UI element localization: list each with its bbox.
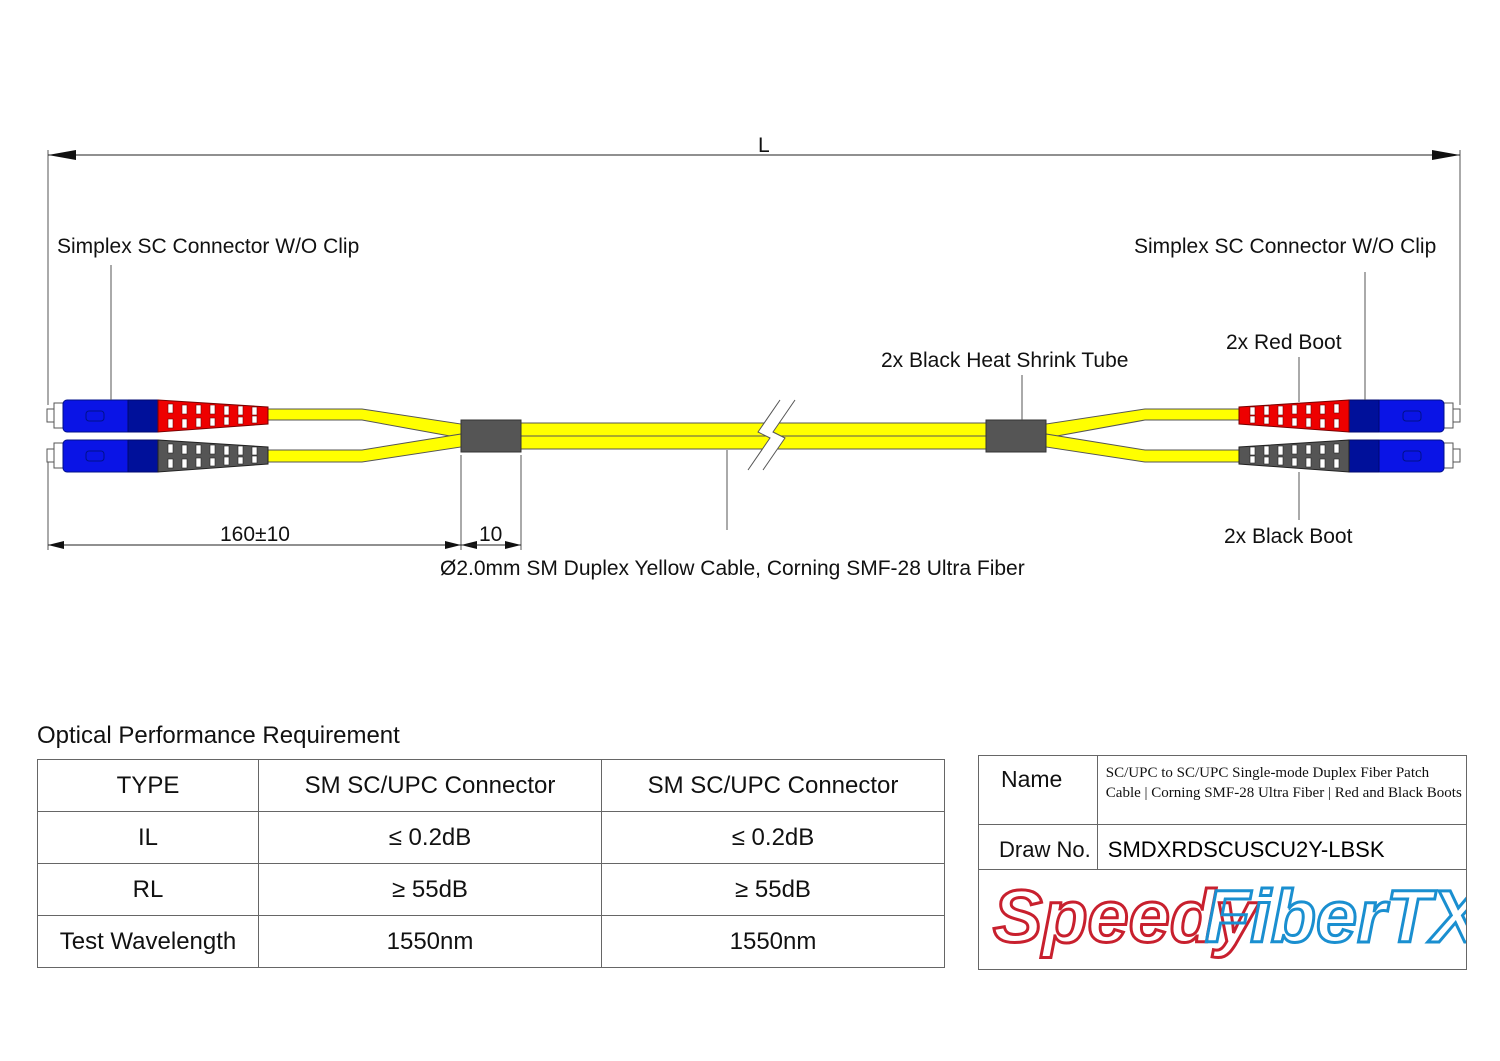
table-cell: ≥ 55dB [601, 863, 945, 916]
table-row: RL ≥ 55dB ≥ 55dB [37, 863, 945, 916]
logo-text-speedy: Speedy [993, 875, 1260, 958]
break-mark [748, 400, 795, 470]
table-cell: IL [37, 811, 259, 864]
table-cell: 1550nm [601, 915, 945, 968]
header-cell: TYPE [37, 759, 259, 812]
length-label: L [758, 134, 770, 157]
main-cable [520, 399, 987, 471]
breakout-dim-label: 160±10 [220, 523, 290, 546]
table-row: Test Wavelength 1550nm 1550nm [37, 915, 945, 968]
draw-no-label: Draw No. [978, 824, 1098, 870]
shrink-dim-label: 10 [479, 523, 502, 546]
cable-label: Ø2.0mm SM Duplex Yellow Cable, Corning S… [440, 557, 1025, 580]
draw-no-value: SMDXRDSCUSCU2Y-LBSK [1096, 824, 1468, 870]
logo: Speedy FiberTX [978, 869, 1487, 970]
title-block: Name SC/UPC to SC/UPC Single-mode Duplex… [978, 755, 1487, 970]
red-boot-label: 2x Red Boot [1226, 331, 1342, 354]
table-cell: ≤ 0.2dB [258, 811, 602, 864]
table-row: IL ≤ 0.2dB ≤ 0.2dB [37, 811, 945, 864]
table-cell: 1550nm [258, 915, 602, 968]
table-cell: ≤ 0.2dB [601, 811, 945, 864]
table-cell: Test Wavelength [37, 915, 259, 968]
header-cell: SM SC/UPC Connector [258, 759, 602, 812]
name-label: Name [978, 755, 1098, 825]
right-connector-label: Simplex SC Connector W/O Clip [1134, 235, 1436, 258]
table-header-row: TYPE SM SC/UPC Connector SM SC/UPC Conne… [37, 759, 945, 812]
speedyfibertx-logo: Speedy FiberTX [992, 874, 1487, 960]
length-dimension: L [47, 134, 1461, 550]
logo-text-fibertx: FiberTX [1205, 875, 1466, 958]
table-cell: ≥ 55dB [258, 863, 602, 916]
header-cell: SM SC/UPC Connector [601, 759, 945, 812]
table-cell: RL [37, 863, 259, 916]
breakout-dimension: 160±10 10 [48, 455, 522, 550]
right-connector-assembly [985, 399, 1461, 473]
black-boot-label: 2x Black Boot [1224, 525, 1353, 548]
heat-shrink-label: 2x Black Heat Shrink Tube [881, 349, 1128, 372]
performance-title: Optical Performance Requirement [37, 722, 400, 749]
performance-table: TYPE SM SC/UPC Connector SM SC/UPC Conne… [37, 759, 945, 968]
name-value: SC/UPC to SC/UPC Single-mode Duplex Fibe… [1096, 755, 1468, 825]
left-connector-assembly [46, 399, 522, 473]
left-connector-label: Simplex SC Connector W/O Clip [57, 235, 359, 258]
